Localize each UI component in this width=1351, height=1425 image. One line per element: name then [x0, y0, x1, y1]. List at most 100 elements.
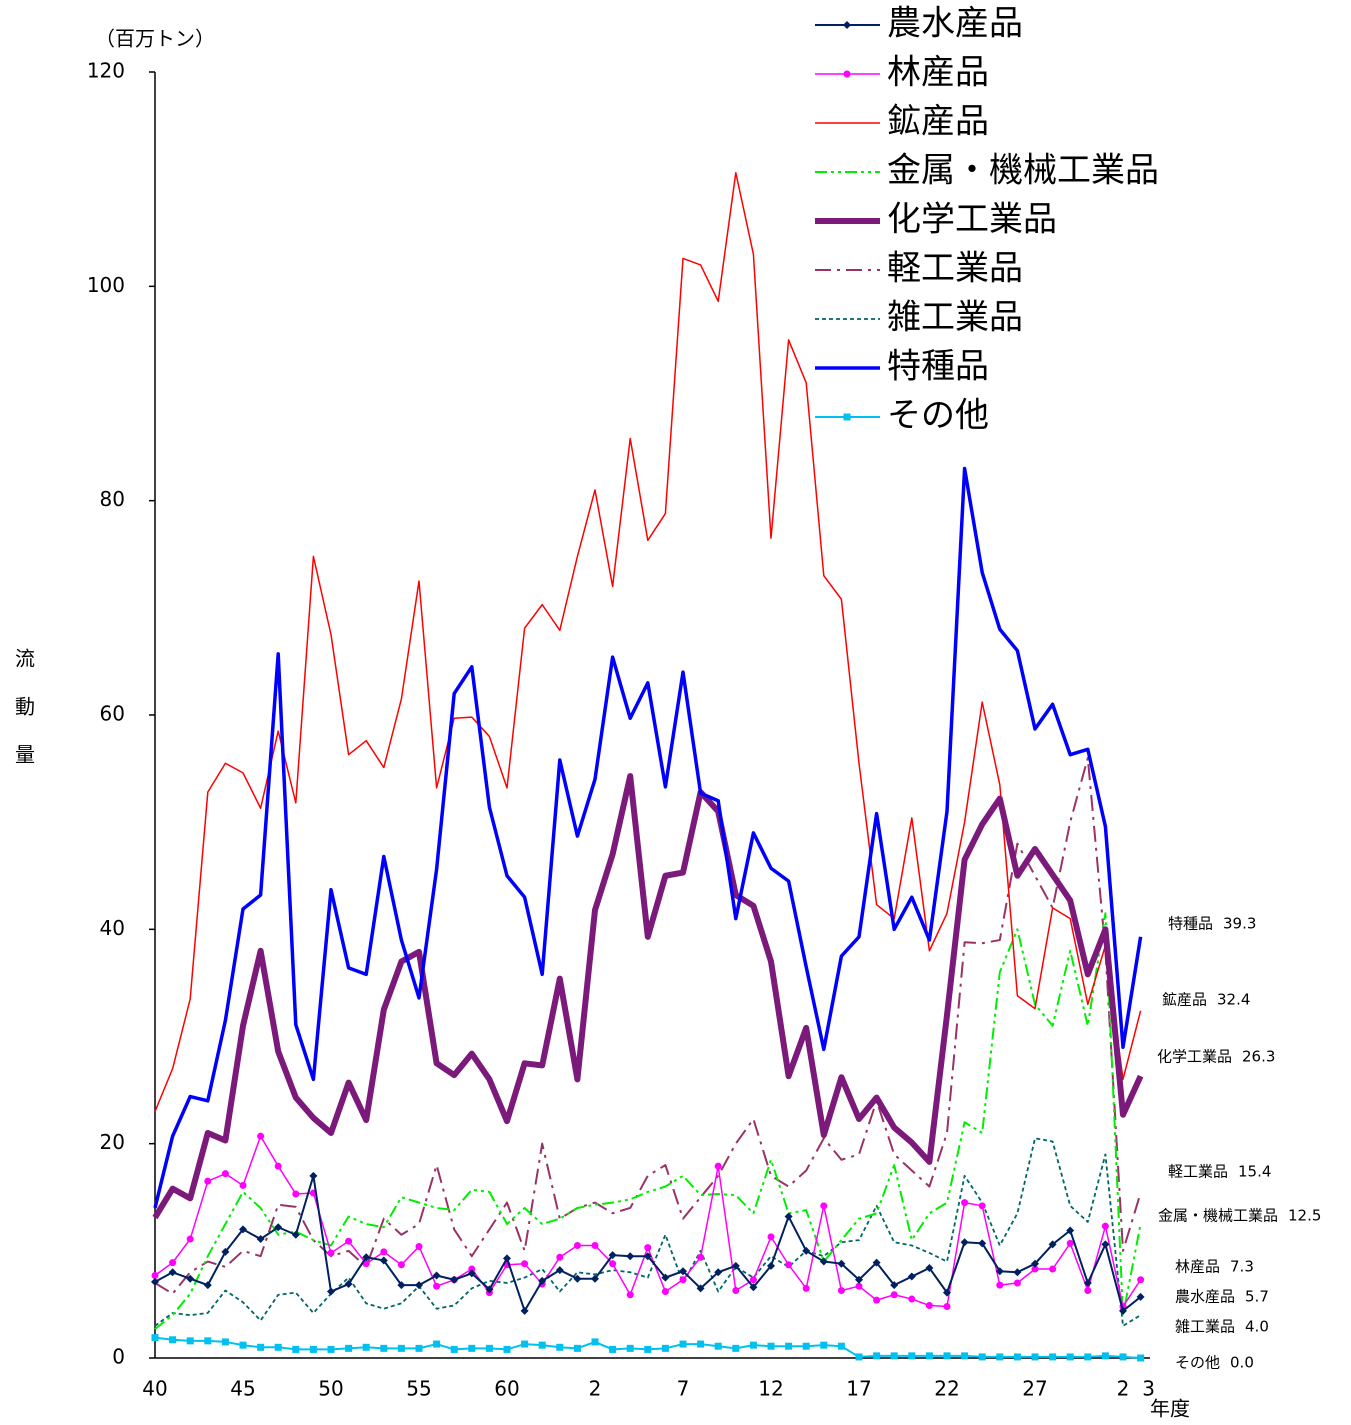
x-tick-label: 17	[846, 1377, 871, 1401]
marker	[661, 1288, 669, 1296]
marker	[785, 1342, 793, 1350]
legend-label: 特種品	[887, 347, 989, 387]
marker	[573, 1274, 582, 1283]
marker	[257, 1343, 265, 1351]
marker	[450, 1345, 458, 1353]
marker	[1031, 1265, 1039, 1273]
marker	[292, 1345, 300, 1353]
marker	[257, 1132, 265, 1140]
marker	[890, 1291, 898, 1299]
marker	[908, 1352, 916, 1360]
marker	[221, 1247, 230, 1256]
marker	[204, 1177, 212, 1185]
marker	[520, 1306, 529, 1315]
marker	[485, 1285, 494, 1294]
end-label-name: 鉱産品	[1162, 991, 1207, 1009]
marker	[925, 1263, 934, 1272]
legend-label: 軽工業品	[887, 249, 1023, 289]
legend-item: 農水産品	[815, 4, 1023, 44]
marker	[151, 1277, 159, 1286]
marker	[732, 1344, 740, 1352]
marker	[591, 1241, 599, 1249]
marker	[978, 1353, 986, 1361]
marker	[274, 1162, 282, 1170]
marker	[1048, 1240, 1057, 1249]
marker	[327, 1345, 335, 1353]
marker	[309, 1171, 318, 1180]
marker	[609, 1260, 617, 1268]
marker	[503, 1254, 511, 1263]
y-axis-label-char: 動	[15, 695, 35, 719]
marker	[573, 1241, 581, 1249]
marker	[556, 1253, 564, 1261]
end-label-value: 0.0	[1230, 1354, 1254, 1372]
y-unit: （百万トン）	[95, 27, 215, 51]
marker	[415, 1344, 423, 1352]
marker	[556, 1343, 564, 1351]
marker	[204, 1337, 212, 1345]
marker	[538, 1276, 547, 1285]
marker	[1013, 1279, 1021, 1287]
marker	[855, 1282, 863, 1290]
y-axis-label-char: 流	[15, 647, 35, 671]
marker	[626, 1291, 634, 1299]
marker	[732, 1286, 740, 1294]
marker	[820, 1202, 828, 1210]
x-tick-label: 27	[1022, 1377, 1047, 1401]
marker	[1119, 1353, 1127, 1361]
marker	[327, 1249, 335, 1257]
series-line	[154, 912, 1142, 1330]
marker	[996, 1353, 1004, 1361]
legend-label: 鉱産品	[887, 102, 989, 142]
series-line	[154, 1174, 1142, 1312]
marker	[591, 1338, 599, 1346]
marker	[626, 1252, 635, 1261]
marker	[221, 1170, 229, 1178]
legend-label: 化学工業品	[887, 200, 1057, 240]
marker	[749, 1276, 757, 1284]
marker	[961, 1199, 969, 1207]
marker	[239, 1341, 247, 1349]
marker	[696, 1284, 705, 1293]
marker	[1101, 1222, 1109, 1230]
marker	[943, 1352, 951, 1360]
marker	[960, 1238, 969, 1247]
marker	[837, 1342, 845, 1350]
marker	[468, 1344, 476, 1352]
marker	[186, 1274, 195, 1283]
marker	[1013, 1268, 1022, 1277]
end-label-value: 5.7	[1245, 1288, 1269, 1306]
marker	[432, 1271, 441, 1280]
end-label-value: 15.4	[1238, 1163, 1271, 1181]
x-tick-label: 2	[589, 1377, 602, 1401]
marker	[503, 1345, 511, 1353]
y-axis-label: 流動量	[15, 647, 35, 767]
marker	[1137, 1354, 1145, 1362]
marker	[890, 1281, 899, 1290]
x-tick-label: 50	[318, 1377, 343, 1401]
marker	[1084, 1286, 1092, 1294]
marker	[274, 1343, 282, 1351]
marker	[1049, 1265, 1057, 1273]
marker	[872, 1258, 881, 1267]
marker	[802, 1246, 811, 1255]
legend-label: 金属・機械工業品	[887, 151, 1159, 191]
marker	[468, 1265, 476, 1273]
marker	[168, 1268, 177, 1277]
y-tick-label: 120	[87, 59, 125, 83]
x-tick-label: 2	[1117, 1377, 1130, 1401]
end-label-name: 金属・機械工業品	[1158, 1207, 1278, 1225]
legend-label: 農水産品	[887, 4, 1023, 44]
series-line	[154, 171, 1142, 1112]
marker	[169, 1336, 177, 1344]
marker	[1084, 1353, 1092, 1361]
y-tick-label: 20	[100, 1130, 125, 1154]
marker	[714, 1268, 723, 1277]
marker	[538, 1341, 546, 1349]
marker	[644, 1244, 652, 1252]
legend-item: 軽工業品	[815, 249, 1023, 289]
x-tick-label: 60	[494, 1377, 519, 1401]
marker	[239, 1181, 247, 1189]
